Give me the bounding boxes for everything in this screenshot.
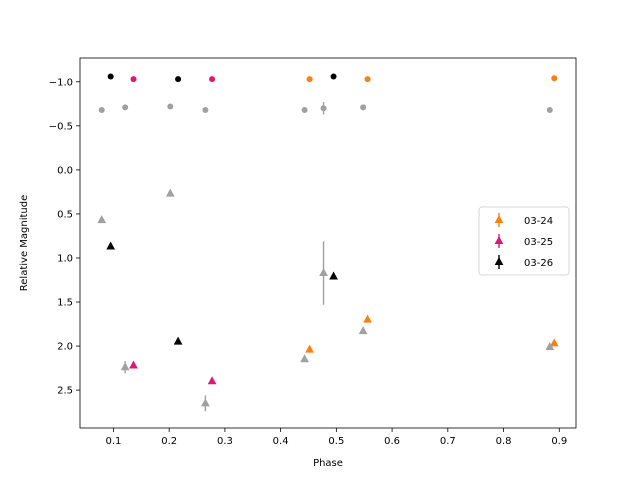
data-point-circle [175, 76, 182, 83]
data-point-triangle [120, 362, 130, 371]
x-axis: 0.1 0.2 0.3 0.4 0.5 0.6 0.7 0.8 0.9 [105, 428, 567, 447]
data-point-circle [546, 106, 553, 113]
x-tick-label: 0.5 [328, 436, 344, 447]
x-tick-label: 0.6 [384, 436, 400, 447]
data-point-triangle [329, 271, 338, 280]
legend-box [478, 206, 570, 276]
y-tick-label: 2.5 [57, 386, 73, 397]
data-point-circle [306, 76, 313, 83]
y-tick-label: −0.5 [49, 121, 73, 132]
data-point-circle [320, 105, 327, 112]
y-tick-label: 0.5 [57, 209, 73, 220]
x-axis-label: Phase [313, 458, 343, 469]
data-point-triangle [201, 398, 210, 407]
y-axis-label: Relative Magnitude [19, 195, 30, 291]
data-point-triangle [165, 188, 175, 197]
x-tick-label: 0.2 [161, 436, 177, 447]
plot-area [97, 73, 559, 412]
legend-label: 03-24 [524, 216, 553, 227]
legend: 03-24 03-25 03-26 [478, 206, 570, 276]
x-tick-label: 0.8 [496, 436, 512, 447]
x-tick-label: 0.3 [217, 436, 233, 447]
data-point-triangle [129, 360, 138, 369]
data-point-triangle [545, 341, 555, 350]
data-point-circle [122, 104, 129, 111]
legend-label: 03-26 [524, 258, 553, 269]
data-point-circle [167, 103, 174, 110]
data-point-circle [98, 106, 105, 113]
data-point-circle [364, 76, 371, 83]
data-point-circle [360, 104, 367, 111]
x-tick-label: 0.9 [551, 436, 567, 447]
data-point-circle [209, 76, 216, 83]
data-point-circle [130, 76, 137, 83]
legend-label: 03-25 [524, 237, 553, 248]
legend-marker [494, 257, 504, 265]
data-point-triangle [300, 354, 309, 363]
y-tick-label: 1.5 [57, 298, 73, 309]
x-tick-label: 0.4 [273, 436, 289, 447]
data-point-circle [330, 73, 337, 80]
y-axis: −1.0 −0.5 0.0 0.5 1.0 1.5 2.0 2.5 [49, 77, 80, 397]
data-point-circle [551, 75, 558, 82]
data-point-triangle [305, 344, 314, 353]
y-tick-label: 0.0 [57, 165, 73, 176]
y-tick-label: −1.0 [49, 77, 73, 88]
data-point-circle [301, 106, 308, 113]
x-tick-label: 0.7 [440, 436, 456, 447]
data-point-triangle [106, 241, 116, 250]
legend-marker [494, 215, 504, 223]
x-tick-label: 0.1 [105, 436, 121, 447]
plot-frame [79, 57, 577, 429]
data-point-triangle [358, 326, 368, 335]
data-point-circle [107, 73, 114, 80]
legend-marker [494, 236, 504, 244]
data-point-circle [202, 106, 209, 113]
data-point-triangle [173, 336, 183, 345]
data-point-triangle [319, 267, 328, 276]
data-point-triangle [207, 376, 217, 385]
data-point-triangle [97, 215, 107, 224]
data-point-triangle [363, 314, 372, 323]
y-tick-label: 2.0 [57, 342, 73, 353]
data-point-triangle [549, 338, 559, 347]
y-tick-label: 1.0 [57, 253, 73, 264]
